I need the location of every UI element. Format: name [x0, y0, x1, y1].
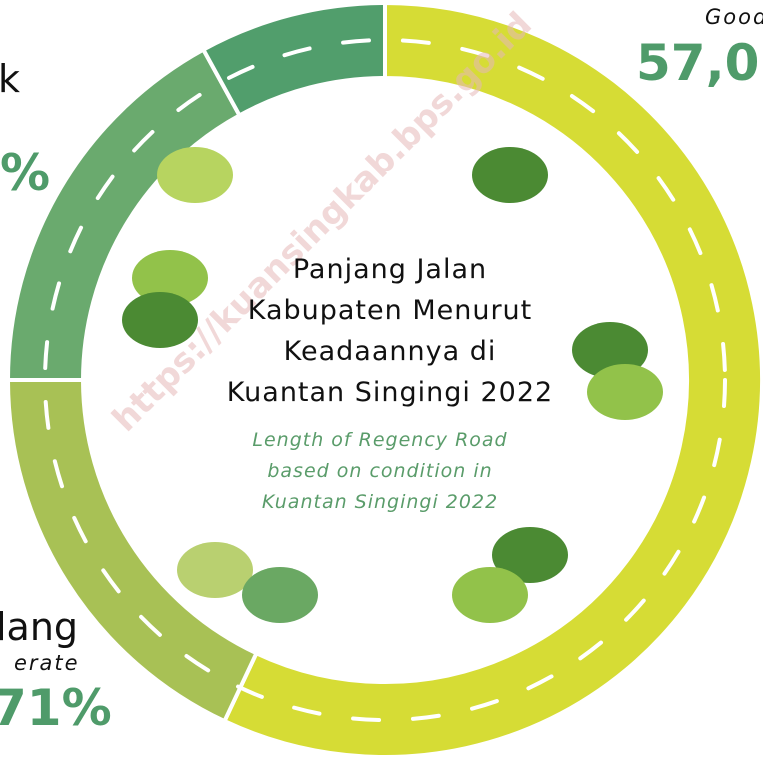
- chart-title: Panjang Jalan: [293, 254, 487, 285]
- leaf-decoration: [492, 527, 568, 583]
- segment-label: lang: [0, 605, 78, 649]
- chart-title: Keadaannya di: [284, 336, 497, 367]
- chart-subtitle: based on condition in: [267, 460, 492, 482]
- leaf-decoration: [572, 322, 648, 378]
- segment-label: %: [0, 144, 50, 202]
- segment-label: erate: [14, 651, 80, 675]
- leaf-decoration: [177, 542, 253, 598]
- chart-subtitle: Kuantan Singingi 2022: [262, 491, 498, 513]
- chart-title: Kuantan Singingi 2022: [227, 377, 553, 408]
- leaf-decoration: [472, 147, 548, 203]
- leaf-decoration: [452, 567, 528, 623]
- donut-segment: [200, 0, 387, 119]
- segment-label: 57,0: [636, 34, 759, 92]
- road-center-line: [43, 38, 727, 722]
- leaf-decoration: [132, 250, 208, 306]
- leaf-decoration: [157, 147, 233, 203]
- segment-label: k: [0, 57, 20, 101]
- chart-subtitle: Length of Regency Road: [252, 429, 507, 451]
- segment-label: 71%: [0, 679, 112, 737]
- segment-label: Good: [705, 5, 763, 29]
- leaf-decoration: [242, 567, 318, 623]
- leaf-decoration: [122, 292, 198, 348]
- chart-title: Kabupaten Menurut: [248, 295, 533, 326]
- donut-segment: [221, 0, 763, 757]
- leaf-decoration: [587, 364, 663, 420]
